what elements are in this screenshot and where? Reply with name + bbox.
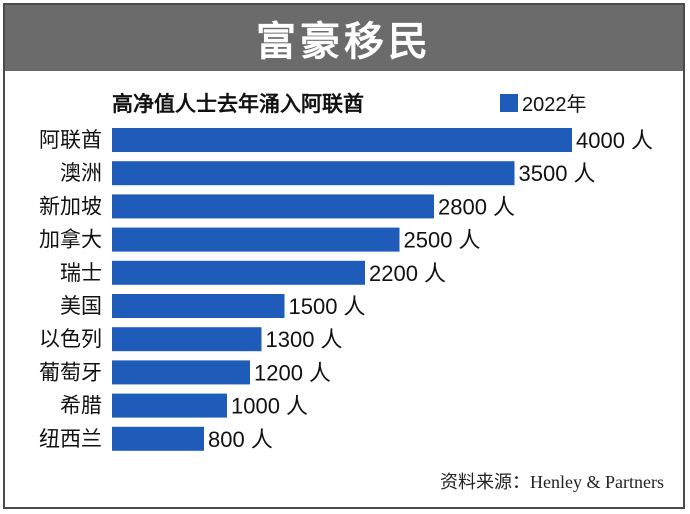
- category-label: 希腊: [60, 394, 102, 418]
- value-label: 2200 人: [369, 261, 446, 286]
- source-note: 资料来源：Henley & Partners: [440, 472, 664, 492]
- chart-title: 高净值人士去年涌入阿联酋: [112, 92, 364, 116]
- bar-9: [112, 426, 204, 451]
- value-label: 3500 人: [519, 161, 596, 186]
- page-title: 富豪移民: [256, 19, 432, 65]
- value-label: 1200 人: [254, 360, 331, 385]
- category-label: 美国: [60, 294, 102, 318]
- legend-label: 2022年: [522, 94, 587, 116]
- category-label: 纽西兰: [39, 427, 102, 451]
- legend-swatch: [500, 93, 518, 112]
- legend: 2022年: [500, 88, 587, 117]
- bar-6: [112, 327, 262, 352]
- category-label: 以色列: [39, 327, 102, 351]
- bar-3: [112, 227, 400, 252]
- bar-0: [112, 128, 572, 152]
- value-label: 2800 人: [438, 194, 515, 219]
- value-label: 1000 人: [231, 394, 308, 419]
- value-label: 4000 人: [576, 128, 653, 153]
- value-label: 2500 人: [404, 228, 481, 253]
- bar-5: [112, 294, 285, 318]
- value-label: 1500 人: [289, 294, 366, 319]
- category-label: 加拿大: [39, 228, 102, 252]
- bar-2: [112, 194, 434, 219]
- category-label: 新加坡: [39, 194, 102, 218]
- bar-7: [112, 360, 250, 385]
- title-bar: 富豪移民: [5, 5, 683, 71]
- value-label: 1300 人: [266, 327, 343, 352]
- category-label: 澳洲: [60, 161, 102, 185]
- category-label: 阿联酋: [39, 128, 102, 152]
- bar-8: [112, 393, 227, 418]
- value-label: 800 人: [208, 427, 273, 452]
- bar-1: [112, 161, 515, 186]
- chart-frame: 富豪移民: [3, 3, 685, 509]
- bar-4: [112, 260, 365, 285]
- category-label: 瑞士: [60, 261, 102, 285]
- category-label: 葡萄牙: [39, 360, 102, 384]
